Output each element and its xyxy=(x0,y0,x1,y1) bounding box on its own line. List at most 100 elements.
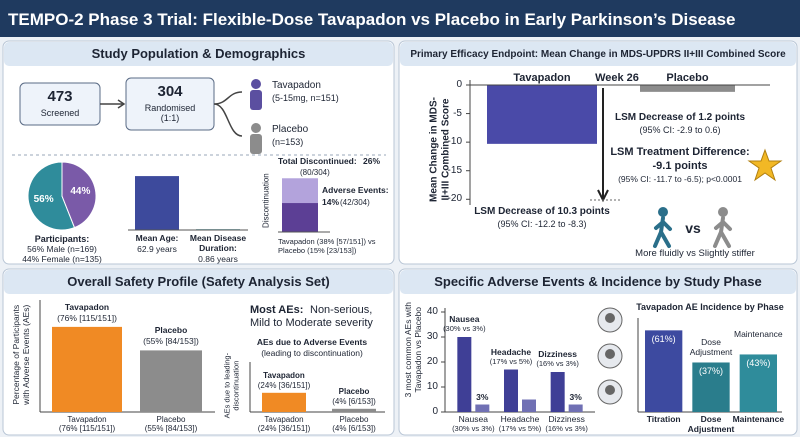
walker-icon xyxy=(653,216,672,248)
x-tick-label: Headache xyxy=(500,414,540,424)
data-label: (76% [115/151]) xyxy=(57,312,117,323)
label: LSM Treatment Difference: xyxy=(610,146,750,158)
y-tick-label: -10 xyxy=(447,136,462,148)
data-label: 56% xyxy=(33,193,54,205)
label: Week 26 xyxy=(595,72,639,84)
x-tick-label: Placebo xyxy=(339,415,369,424)
x-tick-label: Mean Disease Duration: xyxy=(189,233,247,253)
x-tick-label: Placebo xyxy=(156,415,186,424)
label: LSM Decrease of 10.3 points xyxy=(474,206,610,217)
label: 56% Male (n=169) xyxy=(27,244,97,254)
data-label: (43%) xyxy=(746,358,771,369)
bar xyxy=(262,392,306,412)
bar xyxy=(140,350,202,412)
label: 44% Female (n=135) xyxy=(22,254,102,264)
label: LSM Decrease of 1.2 points xyxy=(614,112,746,123)
label: (16% vs 3%) xyxy=(545,424,588,433)
x-tick-label: Headache xyxy=(490,346,532,357)
panel-title: Specific Adverse Events & Incidence by S… xyxy=(434,274,762,289)
title-bar xyxy=(0,0,800,37)
bar xyxy=(475,404,490,412)
label: Tavapadon xyxy=(272,80,321,91)
person-icon xyxy=(250,134,262,154)
person-icon xyxy=(251,79,261,89)
x-tick-label: Dose Adjustment xyxy=(687,414,735,434)
x-tick-label: Nausea xyxy=(449,314,480,324)
panel-title: Primary Efficacy Endpoint: Mean Change i… xyxy=(410,49,786,60)
label: -9.1 points xyxy=(652,160,708,172)
label: Non-serious, Mild to Moderate severity xyxy=(250,304,373,329)
walker-icon xyxy=(713,216,732,248)
label: Tavapadon AE Incidence by Phase xyxy=(636,302,784,312)
y-axis-label: Mean Change in MDS-II+III Combined Score xyxy=(428,97,452,203)
data-label: 26% xyxy=(363,156,381,166)
y-tick-label: -15 xyxy=(447,164,462,176)
x-tick-label: Mean Age: xyxy=(135,233,179,243)
y-tick-label: -20 xyxy=(447,193,462,205)
data-label: (61%) xyxy=(651,334,676,345)
label: (17% vs 5%) xyxy=(489,356,533,366)
bar xyxy=(52,326,122,412)
bar xyxy=(568,404,583,412)
walker-icon xyxy=(658,207,668,217)
y-tick-label: -5 xyxy=(453,107,462,119)
branch xyxy=(213,91,243,137)
label: (95% CI: -12.2 to -8.3) xyxy=(497,219,587,229)
panel-title: Overall Safety Profile (Safety Analysis … xyxy=(67,274,330,289)
label: 473 xyxy=(47,88,73,105)
label: AEs due to Adverse Events xyxy=(256,337,368,347)
x-tick-label: Tavapadon xyxy=(264,415,304,424)
data-label: (55% [84/153]) xyxy=(143,336,199,347)
panel-title: Study Population & Demographics xyxy=(91,46,306,61)
x-tick-label: Tavapadon xyxy=(513,72,571,84)
x-tick-label: Titration xyxy=(646,414,681,424)
x-tick-label: Maintenance xyxy=(732,414,785,424)
y-tick-label: 0 xyxy=(456,79,462,90)
y-axis-label: Discontinuation xyxy=(261,173,271,228)
y-tick-label: 20 xyxy=(426,356,438,367)
bar xyxy=(332,408,376,412)
bar xyxy=(522,399,536,412)
data-label: (24% [36/151]) xyxy=(257,424,311,433)
pie-slice xyxy=(27,161,76,231)
pie-slice xyxy=(61,161,97,229)
person-icon xyxy=(250,90,262,110)
y-tick-label: 0 xyxy=(432,406,438,417)
x-tick-label: Tavapadon xyxy=(64,301,110,312)
panel-header xyxy=(4,42,393,66)
x-tick-label: Tavapadon xyxy=(263,370,305,380)
data-label: 62.9 years xyxy=(137,244,177,254)
label: Participants: xyxy=(34,234,90,244)
x-tick-label: Nausea xyxy=(458,414,488,424)
label: (leading to discontinuation) xyxy=(261,348,363,358)
star-icon xyxy=(747,148,783,182)
label: (17% vs 5%) xyxy=(498,424,542,433)
y-axis-label: AEs due to leading-discontinuation xyxy=(222,352,240,419)
bar xyxy=(282,203,318,232)
data-label: (76% [115/151]) xyxy=(58,424,116,433)
x-tick-label: Tavapadon xyxy=(67,415,107,424)
data-label: (37%) xyxy=(698,366,723,377)
bar xyxy=(487,85,597,144)
data-label: (24% [36/151]) xyxy=(257,380,311,390)
x-tick-label: Dizziness xyxy=(538,349,578,359)
data-label: 0.86 years xyxy=(198,254,238,264)
person-icon xyxy=(251,123,261,133)
bar xyxy=(504,369,518,412)
label: (95% CI: -11.7 to -6.5); p<0.0001 xyxy=(618,174,742,184)
label: Tavapadon (38% [57/151]) vs Placebo (15%… xyxy=(278,237,376,255)
data-label: 44% xyxy=(70,186,91,198)
label: Randomised (1:1) xyxy=(144,103,196,124)
bar xyxy=(692,362,730,412)
bar xyxy=(550,372,565,412)
bar-name: Dose Adjustment xyxy=(689,337,733,358)
label: Screened xyxy=(40,108,80,118)
label: (n=153) xyxy=(272,137,304,147)
symptom-icon xyxy=(605,349,615,359)
x-tick-label: Dizziness xyxy=(548,414,585,424)
data-label: 3% xyxy=(569,391,582,402)
data-label: (4% [6/153]) xyxy=(332,396,376,406)
